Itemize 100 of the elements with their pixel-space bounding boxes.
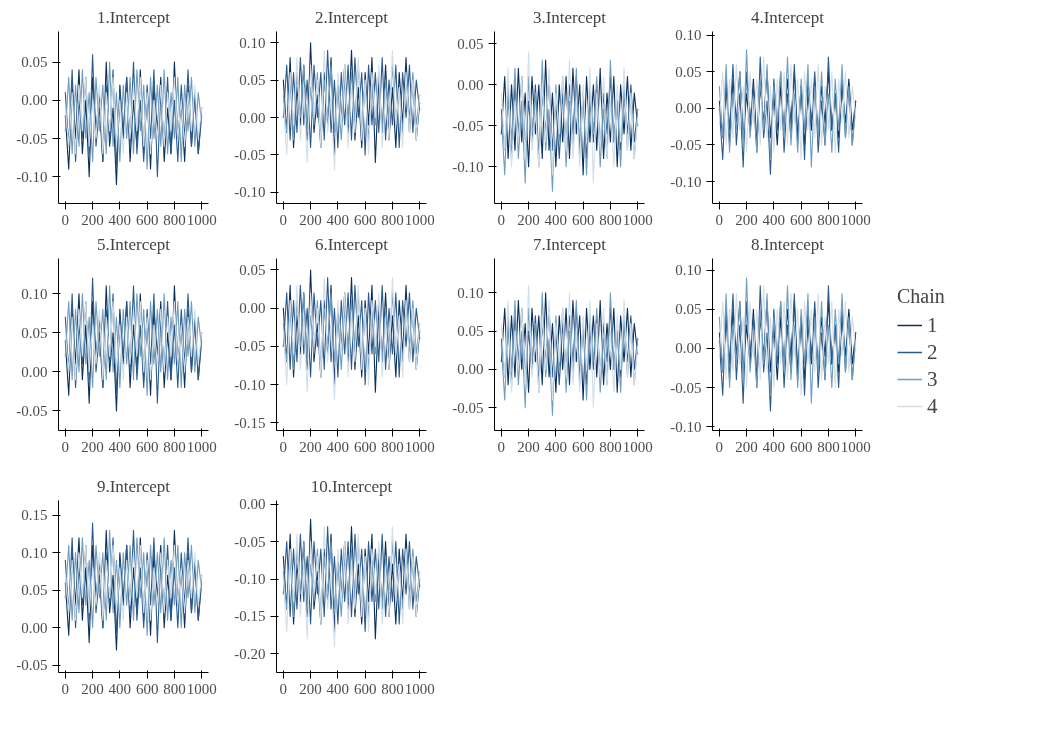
x-tick-label: 800: [381, 680, 404, 697]
y-tick-label: -0.15: [234, 608, 266, 625]
x-tick-label: 0: [279, 211, 288, 228]
y-tick-label: -0.05: [452, 399, 484, 416]
x-tick-label: 600: [135, 680, 159, 697]
y-tick-label: 0.00: [457, 361, 484, 378]
x-tick-label: 0: [715, 438, 724, 455]
x-tick-label: 400: [326, 211, 350, 228]
y-tick-label: -0.10: [234, 184, 266, 201]
y-tick-label: -0.05: [16, 657, 48, 674]
x-tick-label: 600: [353, 211, 377, 228]
y-tick-label: 0.00: [21, 619, 48, 636]
x-tick-label: 200: [517, 211, 540, 228]
y-tick-label: 0.05: [21, 582, 48, 599]
y-tick-label: 0.00: [21, 363, 48, 380]
x-tick-label: 400: [108, 680, 132, 697]
legend-label: 3: [927, 366, 939, 392]
chart-title: 2.Intercept: [314, 7, 389, 27]
chart-title: 9.Intercept: [96, 476, 171, 496]
x-tick-label: 800: [817, 211, 840, 228]
x-tick-label: 600: [135, 438, 159, 455]
x-tick-label: 1000: [622, 211, 653, 228]
x-tick-label: 600: [353, 680, 377, 697]
chart-title: 1.Intercept: [96, 7, 171, 27]
x-tick-label: 200: [299, 438, 322, 455]
y-tick-label: 0.10: [675, 27, 702, 44]
chart-title: 8.Intercept: [750, 234, 825, 254]
y-tick-label: -0.05: [16, 130, 48, 147]
x-tick-label: 0: [61, 680, 70, 697]
x-tick-label: 200: [735, 438, 758, 455]
x-tick-label: 600: [353, 438, 377, 455]
x-tick-label: 200: [299, 211, 322, 228]
y-tick-label: -0.05: [234, 146, 266, 163]
x-tick-label: 400: [544, 438, 568, 455]
x-tick-label: 1000: [840, 438, 871, 455]
y-tick-label: 0.00: [239, 300, 266, 317]
x-tick-label: 200: [81, 680, 104, 697]
x-tick-label: 1000: [186, 680, 217, 697]
y-tick-label: -0.05: [452, 117, 484, 134]
y-tick-label: 0.05: [675, 301, 702, 318]
x-tick-label: 200: [81, 438, 104, 455]
x-tick-label: 800: [599, 438, 622, 455]
chart-title: 6.Intercept: [314, 234, 389, 254]
y-tick-label: 0.00: [239, 496, 266, 513]
x-tick-label: 400: [108, 438, 132, 455]
y-tick-label: -0.10: [452, 158, 484, 175]
x-tick-label: 400: [326, 438, 350, 455]
y-tick-label: -0.05: [234, 338, 266, 355]
y-tick-label: -0.05: [670, 136, 702, 153]
y-tick-label: 0.05: [457, 323, 484, 340]
x-tick-label: 0: [279, 680, 288, 697]
y-tick-label: 0.05: [457, 35, 484, 52]
y-tick-label: 0.05: [21, 324, 48, 341]
y-tick-label: 0.05: [239, 261, 266, 278]
y-tick-label: -0.15: [234, 414, 266, 431]
x-tick-label: 0: [61, 211, 70, 228]
y-tick-label: 0.10: [457, 284, 484, 301]
x-tick-label: 1000: [186, 438, 217, 455]
x-tick-label: 600: [789, 438, 813, 455]
y-tick-label: 0.00: [457, 76, 484, 93]
y-tick-label: -0.10: [670, 173, 702, 190]
legend-label: 4: [927, 393, 939, 419]
legend-label: 1: [927, 312, 939, 338]
x-tick-label: 800: [163, 211, 186, 228]
x-tick-label: 200: [299, 680, 322, 697]
x-tick-label: 800: [163, 438, 186, 455]
y-tick-label: -0.10: [16, 168, 48, 185]
y-tick-label: 0.10: [675, 262, 702, 279]
x-tick-label: 800: [163, 680, 186, 697]
x-tick-label: 600: [571, 438, 595, 455]
y-tick-label: 0.10: [21, 544, 48, 561]
x-tick-label: 200: [735, 211, 758, 228]
x-tick-label: 1000: [840, 211, 871, 228]
x-tick-label: 400: [326, 680, 350, 697]
y-tick-label: -0.05: [670, 379, 702, 396]
chart-title: 4.Intercept: [750, 7, 825, 27]
y-tick-label: -0.05: [16, 402, 48, 419]
x-tick-label: 1000: [404, 438, 435, 455]
x-tick-label: 0: [497, 438, 506, 455]
x-tick-label: 1000: [622, 438, 653, 455]
y-tick-label: -0.05: [234, 533, 266, 550]
x-tick-label: 0: [715, 211, 724, 228]
chart-title: 7.Intercept: [532, 234, 607, 254]
y-tick-label: 0.10: [239, 34, 266, 51]
legend-label: 2: [927, 339, 939, 365]
x-tick-label: 1000: [186, 211, 217, 228]
x-tick-label: 0: [61, 438, 70, 455]
x-tick-label: 400: [544, 211, 568, 228]
x-tick-label: 600: [135, 211, 159, 228]
chart-title: 3.Intercept: [532, 7, 607, 27]
x-tick-label: 0: [497, 211, 506, 228]
y-tick-label: 0.00: [675, 340, 702, 357]
x-tick-label: 0: [279, 438, 288, 455]
y-tick-label: -0.10: [234, 571, 266, 588]
x-tick-label: 800: [599, 211, 622, 228]
y-tick-label: 0.05: [675, 63, 702, 80]
x-tick-label: 800: [381, 211, 404, 228]
chart-title: 10.Intercept: [310, 476, 393, 496]
chart-title: 5.Intercept: [96, 234, 171, 254]
x-tick-label: 200: [81, 211, 104, 228]
